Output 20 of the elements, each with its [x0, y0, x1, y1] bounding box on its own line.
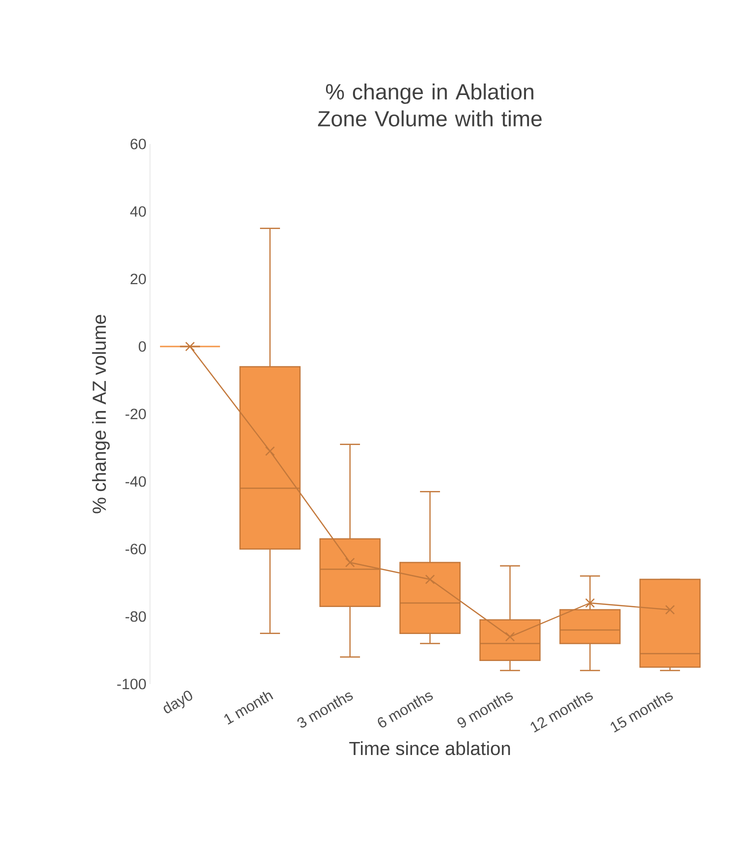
y-tick-label: 20 [130, 274, 146, 284]
point [425, 574, 435, 584]
point [665, 604, 675, 615]
y-tick-label: 60 [130, 138, 146, 150]
x-tick-label: day0 [164, 690, 192, 714]
chart-title: % change in Ablation Zone Volume with time [318, 83, 542, 126]
y-tick-label: -20 [126, 408, 146, 420]
point [345, 558, 355, 568]
y-tick-label: -60 [126, 544, 146, 554]
point [185, 342, 195, 352]
point [505, 632, 515, 642]
y-tick-label: -80 [126, 611, 146, 622]
y-tick-label: -40 [126, 476, 146, 487]
y-axis-title: % change in AZ volume [92, 314, 110, 514]
y-tick-label: 0 [138, 341, 146, 352]
x-axis-title: Time since ablation [349, 741, 510, 756]
point [265, 446, 275, 456]
y-tick-label: 40 [130, 206, 146, 217]
y-tick-label: -100 [117, 678, 146, 690]
point [585, 598, 595, 608]
